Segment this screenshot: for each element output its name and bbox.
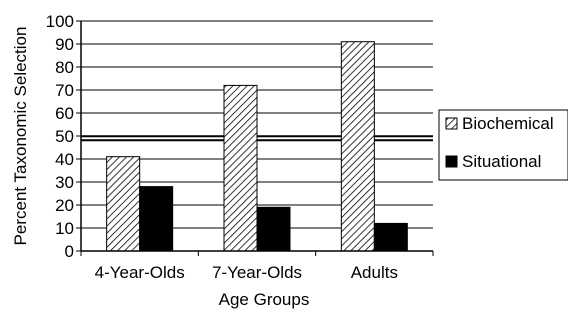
- bar-situational-0: [139, 186, 174, 252]
- bar-biochemical-0: [106, 156, 141, 252]
- axes: [80, 21, 434, 256]
- legend-swatch-situational: [445, 155, 458, 168]
- y-axis-title: Percent Taxonomic Selection: [11, 27, 30, 246]
- x-axis-title: Age Groups: [219, 290, 310, 309]
- legend-box: [438, 109, 568, 181]
- y-tick-label: 40: [55, 150, 74, 169]
- y-tick-label: 20: [55, 196, 74, 215]
- y-tick-label: 80: [55, 58, 74, 77]
- bars: [106, 41, 408, 252]
- x-tick-label: 4-Year-Olds: [95, 263, 185, 282]
- bar-situational-2: [373, 222, 408, 252]
- legend: Biochemical Situational: [438, 109, 568, 181]
- y-tick-label: 90: [55, 35, 74, 54]
- y-tick-label: 50: [55, 127, 74, 146]
- y-tick-label: 60: [55, 104, 74, 123]
- y-tick-label: 10: [55, 219, 74, 238]
- legend-label-biochemical: Biochemical: [462, 114, 554, 133]
- y-tick-label: 30: [55, 173, 74, 192]
- x-tick-labels: 4-Year-Olds 7-Year-Olds Adults: [95, 263, 398, 282]
- y-tick-labels: 0 10 20 30 40 50 60 70 80 90 100: [46, 12, 74, 261]
- y-tick-label: 100: [46, 12, 74, 31]
- x-tick-label: 7-Year-Olds: [212, 263, 302, 282]
- bar-biochemical-2: [340, 41, 375, 252]
- bar-biochemical-1: [223, 84, 258, 252]
- y-tick-label: 70: [55, 81, 74, 100]
- y-tick-label: 0: [65, 242, 74, 261]
- bar-situational-1: [256, 206, 291, 252]
- legend-label-situational: Situational: [462, 152, 541, 171]
- legend-swatch-biochemical: [445, 117, 458, 130]
- x-tick-label: Adults: [351, 263, 398, 282]
